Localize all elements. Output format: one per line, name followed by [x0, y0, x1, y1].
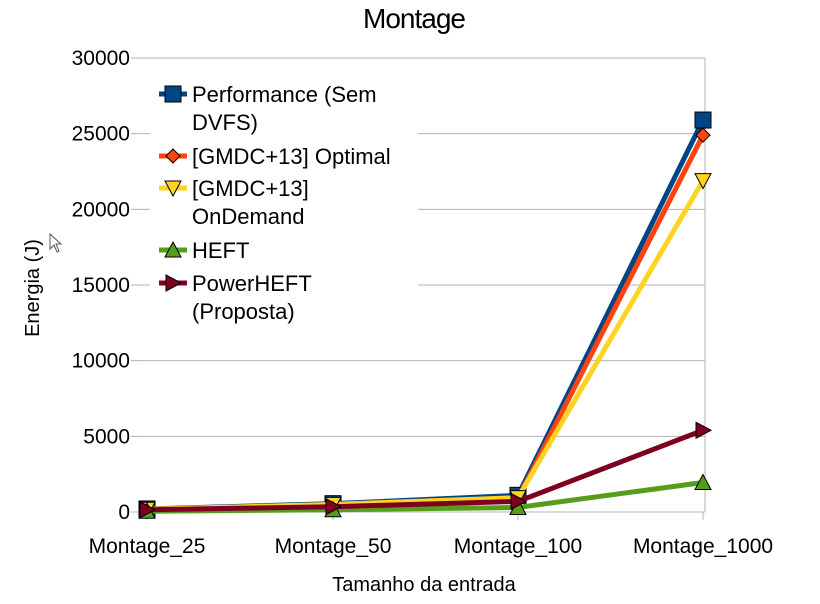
y-tick-label: 30000	[72, 47, 130, 70]
legend-background	[150, 74, 418, 330]
mouse-cursor-icon	[49, 232, 63, 253]
legend-entry: [GMDC+13] Optimal	[159, 144, 391, 169]
y-tick-label: 15000	[72, 274, 130, 297]
x-tick-label: Montage_50	[275, 535, 392, 558]
legend-swatch-marker	[164, 180, 182, 198]
x-axis-label: Tamanho da entrada	[332, 574, 516, 596]
legend-entry: [GMDC+13] OnDemand	[159, 176, 309, 229]
legend-swatch-marker	[165, 148, 181, 164]
data-point-marker	[139, 500, 157, 519]
data-point-marker	[694, 473, 712, 490]
legend-label: HEFT	[192, 238, 249, 263]
y-tick-label: 25000	[72, 123, 130, 146]
x-tick-label: Montage_1000	[633, 535, 773, 558]
legend-label: [GMDC+13]	[192, 176, 309, 201]
legend-swatch-marker	[164, 240, 182, 258]
series-line	[146, 427, 704, 513]
x-tick-label: Montage_100	[454, 535, 582, 558]
legend-swatch-marker	[164, 85, 182, 103]
y-tick-label: 10000	[72, 350, 130, 373]
y-tick-label: 0	[118, 501, 130, 524]
series-lines	[138, 111, 713, 519]
legend-label: (Proposta)	[192, 299, 295, 324]
data-point-marker	[325, 497, 343, 516]
legend-label: PowerHEFT	[192, 271, 312, 296]
x-tick-label: Montage_25	[89, 535, 206, 558]
y-tick-label: 20000	[72, 198, 130, 221]
y-axis-label: Energia (J)	[22, 239, 44, 337]
legend-swatch-marker	[165, 274, 183, 292]
data-point-marker	[695, 127, 711, 143]
legend-entry: PowerHEFT (Proposta)	[159, 271, 312, 324]
data-point-marker	[510, 492, 528, 511]
legend-label: Performance (Sem	[192, 82, 377, 107]
data-point-marker	[694, 111, 712, 129]
data-point-marker	[694, 173, 712, 190]
legend-label: [GMDC+13] Optimal	[192, 144, 391, 169]
data-point-marker	[695, 421, 713, 440]
legend-entry: Performance (Sem DVFS)	[159, 82, 377, 135]
x-axis-ticks: Montage_25 Montage_50 Montage_100 Montage_1…	[89, 535, 773, 558]
chart-title: Montage	[363, 3, 465, 34]
y-axis-ticks: 0 5000 10000 15000 20000 25000 30000	[72, 47, 130, 524]
legend: Performance (Sem DVFS) [GMDC+13] Optimal [G…	[150, 74, 418, 330]
y-tick-label: 5000	[83, 425, 130, 448]
legend-entry: HEFT	[159, 238, 249, 263]
series-4	[139, 421, 713, 519]
legend-label: OnDemand	[192, 204, 305, 229]
legend-label: DVFS)	[192, 110, 258, 135]
